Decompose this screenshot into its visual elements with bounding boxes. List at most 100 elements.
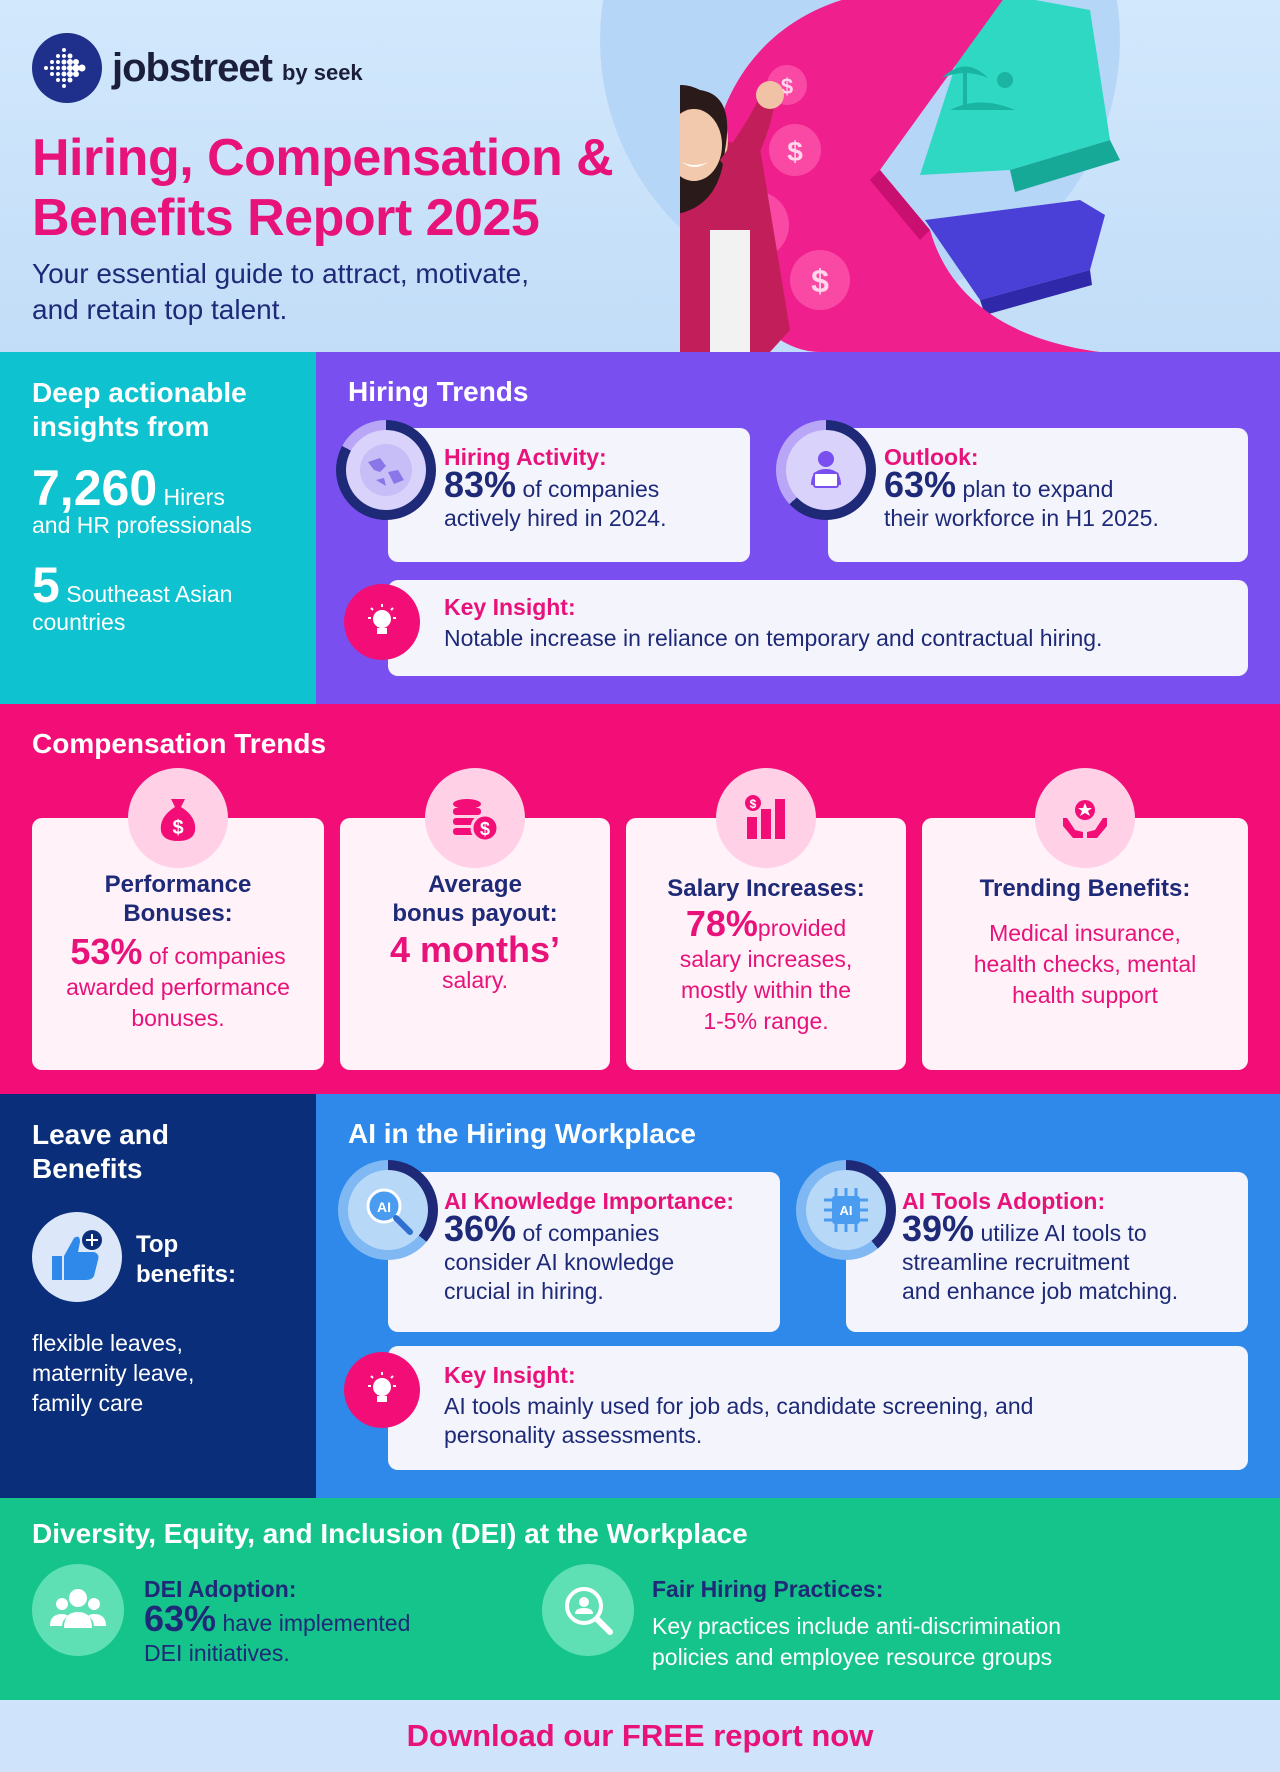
hiring-activity-text-b: actively hired in 2024. — [444, 505, 667, 531]
dei-adoption-value: 63% — [144, 1598, 217, 1639]
svg-text:$: $ — [750, 797, 757, 811]
ai-hiring-section: AI in the Hiring Workplace AI Knowledge … — [316, 1094, 1280, 1498]
ai-knowledge-text-a: of companies — [522, 1220, 660, 1246]
average-bonus-head: Average bonus payout: — [340, 870, 610, 928]
ai-knowledge-value: 36% — [444, 1208, 517, 1249]
fair-hiring-text-a: Key practices include anti-discriminatio… — [652, 1613, 1062, 1639]
ai-insight-card: Key Insight: AI tools mainly used for jo… — [388, 1346, 1248, 1470]
countries-label-a: Southeast Asian — [66, 581, 233, 607]
trending-benefits-text-b: health checks, mental — [973, 951, 1197, 977]
thumbs-up-plus-icon — [32, 1212, 122, 1302]
trending-benefits-body: Medical insurance, health checks, mental… — [922, 918, 1248, 1011]
ai-knowledge-text: 36% of companies consider AI knowledge c… — [444, 1211, 774, 1306]
salary-increases-body: 78%provided salary increases, mostly wit… — [626, 906, 906, 1037]
insights-heading-line-1: Deep actionable — [32, 377, 247, 408]
globe-asia-icon — [346, 430, 426, 510]
subtitle-line-1: Your essential guide to attract, motivat… — [32, 258, 530, 289]
page-title: Hiring, Compensation & Benefits Report 2… — [32, 128, 712, 248]
outlook-text-a: plan to expand — [962, 476, 1114, 502]
page-subtitle: Your essential guide to attract, motivat… — [32, 256, 672, 328]
outlook-card: Outlook: 63% plan to expand their workfo… — [828, 428, 1248, 562]
fair-hiring-block: Fair Hiring Practices: Key practices inc… — [652, 1574, 1252, 1673]
dei-adoption-text-a: have implemented — [222, 1610, 411, 1636]
title-line-1: Hiring, Compensation & — [32, 129, 614, 187]
outlook-label: Outlook: — [884, 444, 979, 470]
ai-knowledge-text-b: consider AI knowledge — [444, 1249, 675, 1275]
performance-bonuses-head-a: Performance — [104, 871, 252, 898]
dei-adoption-text-b: DEI initiatives. — [144, 1640, 290, 1666]
ai-section-title: AI in the Hiring Workplace — [348, 1118, 696, 1149]
insights-heading-line-2: insights from — [32, 411, 210, 442]
svg-text:$: $ — [781, 74, 793, 99]
trending-benefits-text-c: health support — [1012, 982, 1158, 1008]
benefit-item-1: flexible leaves, — [32, 1330, 183, 1356]
brand-name: jobstreet — [112, 45, 273, 90]
dei-adoption-block: DEI Adoption: 63% have implemented DEI i… — [144, 1574, 524, 1668]
ai-insight-text-b: personality assessments. — [444, 1422, 703, 1448]
hirers-label-a: Hirers — [163, 484, 225, 510]
performance-bonuses-text-c: bonuses. — [131, 1005, 225, 1031]
bar-chart-icon: $ — [716, 768, 816, 868]
leave-title-line-2: Benefits — [32, 1153, 143, 1184]
ai-tools-text-b: streamline recruitment — [902, 1249, 1130, 1275]
dei-title: Diversity, Equity, and Inclusion (DEI) a… — [32, 1518, 748, 1549]
hero-illustration: $ $ $ $ — [647, 0, 1280, 352]
hiring-activity-text: 83% of companies actively hired in 2024. — [444, 467, 744, 533]
svg-text:$: $ — [172, 817, 183, 839]
title-line-2: Benefits Report 2025 — [32, 189, 540, 247]
pie-woman-illustration: $ $ $ $ — [647, 0, 1120, 352]
subtitle-line-2: and retain top talent. — [32, 294, 288, 325]
ai-tools-label: AI Tools Adoption: — [902, 1188, 1106, 1214]
hiring-activity-value: 83% — [444, 464, 517, 505]
ai-tools-icon-text: AI — [840, 1203, 853, 1218]
hiring-activity-text-a: of companies — [522, 476, 660, 502]
dei-section: Diversity, Equity, and Inclusion (DEI) a… — [0, 1498, 1280, 1700]
header: jobstreet by seek Hiring, Compensation &… — [0, 0, 1280, 352]
coins-stack-icon: $ — [425, 768, 525, 868]
ai-magnifier-icon: AI — [348, 1170, 428, 1250]
magnifier-person-icon — [542, 1564, 634, 1656]
leave-benefits-title: Leave and Benefits — [32, 1118, 284, 1186]
performance-bonuses-head-b: Bonuses: — [123, 900, 233, 927]
money-bag-icon: $ — [128, 768, 228, 868]
average-bonus-head-b: bonus payout: — [392, 900, 558, 927]
top-benefits-label-b: benefits: — [136, 1261, 237, 1288]
salary-increases-text-c: mostly within the — [680, 977, 851, 1003]
ai-knowledge-text-c: crucial in hiring. — [444, 1278, 604, 1304]
ai-tools-value: 39% — [902, 1208, 975, 1249]
lightbulb-icon — [344, 584, 420, 660]
compensation-trends-section: Compensation Trends Performance Bonuses:… — [0, 704, 1280, 1094]
hiring-insight-text: Notable increase in reliance on temporar… — [444, 625, 1103, 651]
ai-chip-icon: AI — [806, 1170, 886, 1250]
performance-bonuses-head: Performance Bonuses: — [32, 870, 324, 928]
outlook-ring — [776, 420, 876, 520]
ai-tools-card: AI Tools Adoption: 39% utilize AI tools … — [846, 1172, 1248, 1332]
average-bonus-head-a: Average — [428, 871, 522, 898]
compensation-trends-title: Compensation Trends — [32, 728, 327, 759]
countries-label-b: countries — [32, 609, 126, 635]
salary-increases-text-b: salary increases, — [679, 946, 853, 972]
ai-insight-text: AI tools mainly used for job ads, candid… — [444, 1392, 1244, 1450]
salary-increases-head: Salary Increases: — [667, 875, 865, 902]
brand-by: by seek — [281, 60, 363, 85]
performance-bonuses-text-a: of companies — [148, 943, 286, 969]
average-bonus-text-a: salary. — [441, 967, 509, 993]
leave-benefits-panel: Leave and Benefits Top benefits: flexibl… — [0, 1094, 316, 1498]
hiring-trends-section: Hiring Trends Hiring Activity: 83% of co… — [316, 352, 1280, 704]
hirers-label-b: and HR professionals — [32, 512, 252, 538]
outlook-text: 63% plan to expand their workforce in H1… — [884, 467, 1244, 533]
hirers-count: 7,260 — [32, 460, 158, 516]
insights-stat-countries: 5 Southeast Asian countries — [32, 560, 284, 636]
trending-benefits-card: Trending Benefits: Medical insurance, he… — [922, 818, 1248, 1070]
performance-bonuses-body: 53% of companies awarded performance bon… — [32, 934, 324, 1034]
trending-benefits-head: Trending Benefits: — [979, 875, 1191, 902]
outlook-value: 63% — [884, 464, 957, 505]
brand-logo[interactable]: jobstreet by seek — [32, 33, 363, 103]
download-report-cta[interactable]: Download our FREE report now — [0, 1700, 1280, 1772]
hiring-activity-ring — [336, 420, 436, 520]
trending-benefits-text-a: Medical insurance, — [989, 920, 1181, 946]
ai-knowledge-label: AI Knowledge Importance: — [444, 1188, 735, 1214]
performance-bonuses-value: 53% — [70, 931, 143, 972]
benefit-item-3: family care — [32, 1390, 144, 1416]
ai-lightbulb-icon — [344, 1352, 420, 1428]
